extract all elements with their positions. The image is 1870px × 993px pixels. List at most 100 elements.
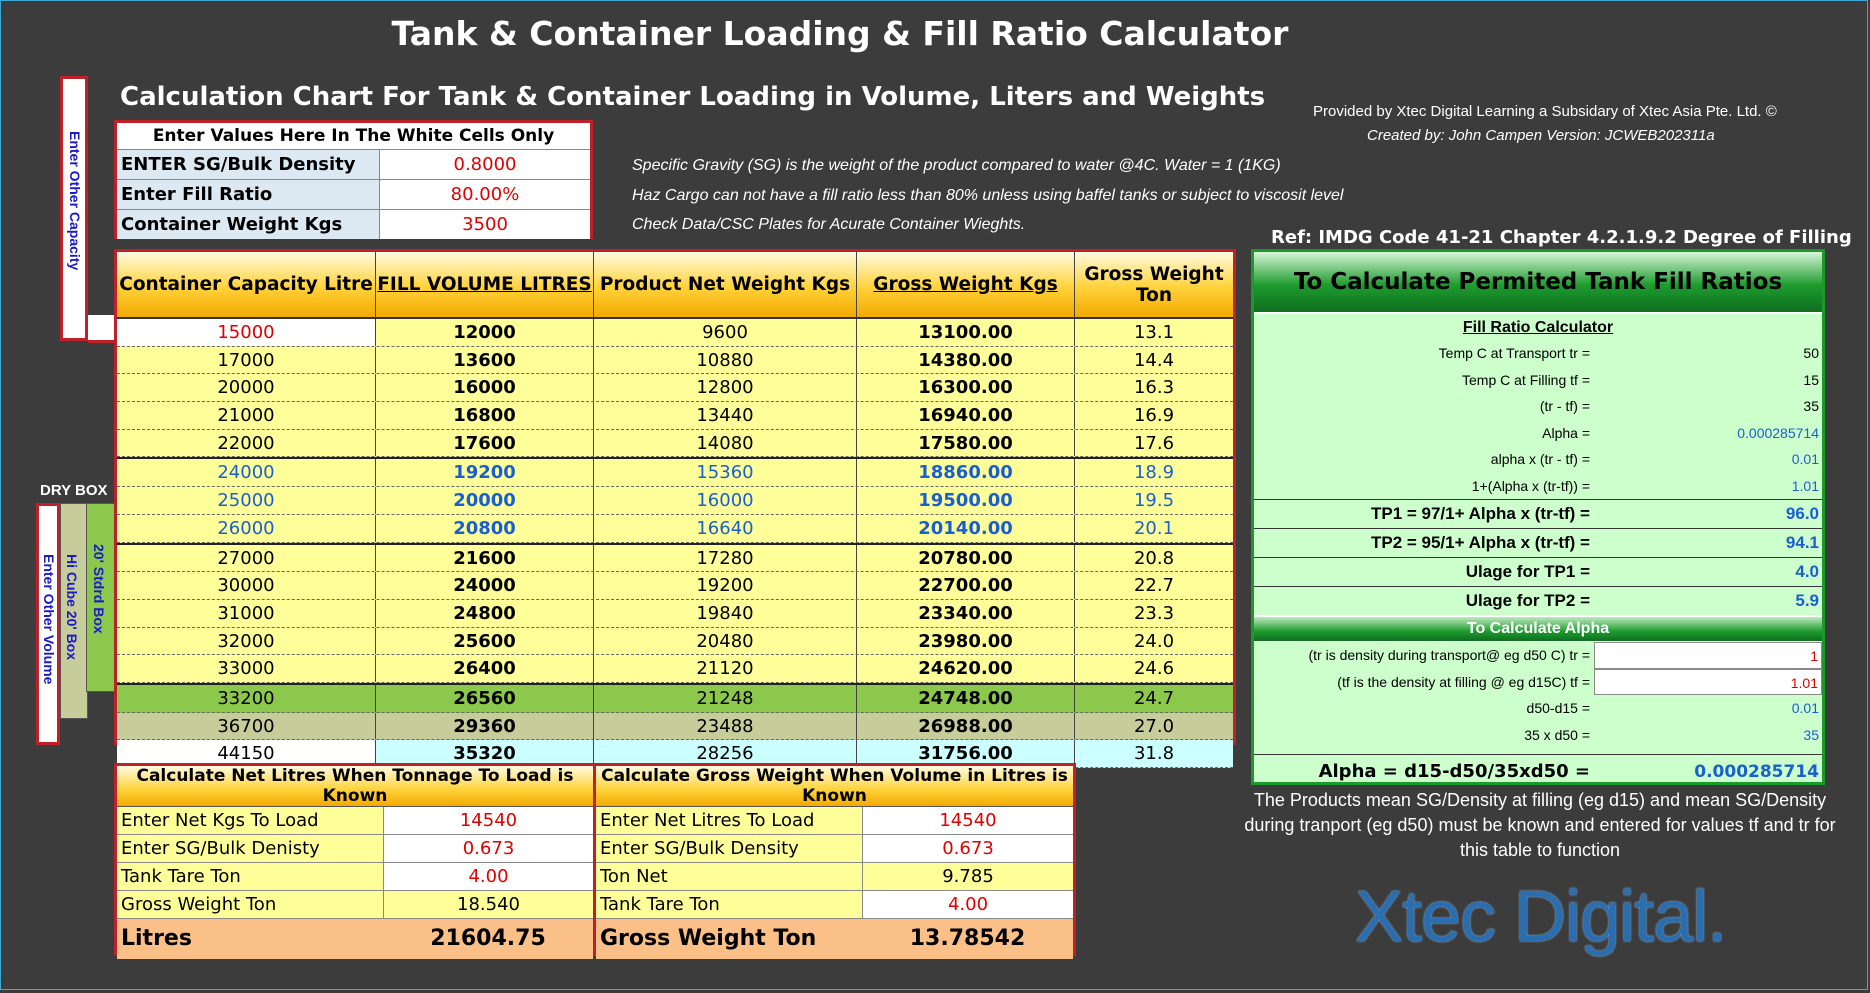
row-label: Ulage for TP2 =: [1465, 591, 1590, 610]
gross-ton-cell: 31.8: [1074, 740, 1233, 767]
input-panel: Enter Values Here In The White Cells Onl…: [114, 120, 593, 239]
stdrd-box-tab[interactable]: 20' Stdrd Box: [86, 503, 116, 692]
gross-kgs-cell: 23980.00: [856, 627, 1074, 655]
note-sg: Specific Gravity (SG) is the weight of t…: [632, 157, 1281, 174]
fill-volume-cell: 17600: [375, 429, 593, 457]
hi-cube-tab[interactable]: Hi Cube 20' Box: [60, 503, 88, 719]
gross-ton-cell: 18.9: [1074, 459, 1233, 487]
capacity-cell[interactable]: 44150: [117, 740, 375, 767]
fill-ratio-panel: To Calculate Permited Tank Fill Ratios F…: [1251, 249, 1825, 785]
net-weight-cell: 21248: [593, 684, 856, 712]
gw-sg-input[interactable]: 0.673: [862, 835, 1073, 862]
fill-ratio-label: Enter Fill Ratio: [117, 180, 379, 209]
row-label: Temp C at Filling tf =: [1462, 371, 1590, 388]
alpha-result-label: Alpha = d15-d50/35xd50 =: [1318, 761, 1590, 782]
gross-kgs-cell: 31756.00: [856, 740, 1074, 767]
alpha_rows-row: (tf is the density at filling @ eg d15C)…: [1254, 668, 1822, 695]
capacity-cell[interactable]: 15000: [117, 319, 375, 346]
net-litres-header: Calculate Net Litres When Tonnage To Loa…: [117, 766, 593, 807]
litres-total-label: Litres: [121, 926, 192, 951]
capacity-cell[interactable]: 36700: [217, 715, 275, 737]
table-row: 26000 20800 16640 20140.00 20.1: [117, 514, 1233, 543]
fill-ratio-input[interactable]: 80.00%: [379, 180, 590, 209]
gw-tare-input[interactable]: 4.00: [862, 891, 1073, 918]
gross-ton-cell: 17.6: [1074, 429, 1233, 457]
rows-row: Alpha = 0.000285714: [1254, 420, 1822, 447]
gw-tare-row: Tank Tare Ton 4.00: [596, 891, 1073, 919]
net-tare-label: Tank Tare Ton: [121, 866, 241, 887]
gross-kgs-cell: 18860.00: [856, 459, 1074, 487]
table-row: 32000 25600 20480 23980.00 24.0: [117, 627, 1233, 656]
table-row: 30000 24000 19200 22700.00 22.7: [117, 572, 1233, 600]
gross-ton-cell: 20.8: [1074, 544, 1233, 572]
gw-litres-input[interactable]: 14540: [862, 807, 1073, 834]
net-sg-row: Enter SG/Bulk Denisty 0.673: [117, 835, 593, 863]
gross-ton-cell: 27.0: [1074, 712, 1233, 740]
stdrd-box-label: 20' Stdrd Box: [91, 544, 107, 634]
litres-total-row: Litres 21604.75: [117, 919, 593, 959]
big_rows-row: Ulage for TP1 = 4.0: [1254, 557, 1822, 586]
alpha-result-value: 0.000285714: [1694, 762, 1819, 782]
net-kgs-input[interactable]: 14540: [383, 807, 593, 834]
row-value: 15: [1803, 371, 1819, 388]
gross-ton-cell: 24.7: [1074, 684, 1233, 712]
row-label: 1+(Alpha x (tr-tf)) =: [1471, 477, 1590, 494]
row-value: 35: [1803, 398, 1819, 414]
net-gross-value: 18.540: [383, 891, 593, 918]
container-weight-row: Container Weight Kgs 3500: [117, 210, 590, 239]
gross-kgs-cell: 24748.00: [856, 684, 1074, 712]
container-weight-input[interactable]: 3500: [379, 210, 590, 239]
imdg-reference: Ref: IMDG Code 41-21 Chapter 4.2.1.9.2 D…: [1271, 227, 1852, 248]
capacity-cell[interactable]: 33200: [217, 687, 275, 709]
net-weight-cell: 19840: [593, 599, 856, 627]
net-weight-cell: 21120: [593, 655, 856, 682]
alpha_rows-row: 35 x d50 = 35: [1254, 722, 1822, 749]
other-volume-tab[interactable]: Enter Other Volume: [36, 503, 60, 745]
fill-volume-cell: 13600: [375, 346, 593, 374]
net-tare-row: Tank Tare Ton 4.00: [117, 863, 593, 891]
sg-input[interactable]: 0.8000: [379, 150, 590, 179]
gw-tare-label: Tank Tare Ton: [600, 894, 720, 915]
table-row: 15000 12000 9600 13100.00 13.1: [117, 319, 1233, 347]
other-capacity-tab[interactable]: Enter Other Capacity: [60, 76, 88, 341]
gross-kgs-cell: 19500.00: [856, 487, 1074, 514]
big_rows-row: TP1 = 97/1+ Alpha x (tr-tf) = 96.0: [1254, 499, 1822, 528]
gross-ton-cell: 20.1: [1074, 514, 1233, 542]
gw-sg-label: Enter SG/Bulk Density: [600, 838, 799, 859]
net-tare-input[interactable]: 4.00: [383, 863, 593, 890]
capacity-cell: 27000: [217, 547, 275, 569]
table-row: 33000 26400 21120 24620.00 24.6: [117, 655, 1233, 683]
row-value: 50: [1803, 345, 1819, 361]
row-value[interactable]: 1.01: [1594, 668, 1822, 695]
fill-volume-cell: 20000: [375, 487, 593, 514]
table-row: 36700 29360 23488 26988.00 27.0: [117, 712, 1233, 741]
net-weight-cell: 28256: [593, 740, 856, 767]
header-net-weight: Product Net Weight Kgs: [593, 252, 856, 317]
gross-kgs-cell: 20140.00: [856, 514, 1074, 542]
big_rows-row: TP2 = 95/1+ Alpha x (tr-tf) = 94.1: [1254, 528, 1822, 557]
gross-ton-cell: 13.1: [1074, 319, 1233, 346]
fill-volume-cell: 24000: [375, 572, 593, 599]
fill-volume-cell: 25600: [375, 627, 593, 655]
row-value[interactable]: 1: [1594, 642, 1822, 669]
table-row: 25000 20000 16000 19500.00 19.5: [117, 487, 1233, 515]
other-volume-label: Enter Other Volume: [41, 554, 57, 685]
alpha_rows-row: (tr is density during transport@ eg d50 …: [1254, 642, 1822, 669]
rows-row: Temp C at Transport tr = 50: [1254, 340, 1822, 367]
net-sg-label: Enter SG/Bulk Denisty: [121, 838, 320, 859]
capacity-cell: 17000: [217, 349, 275, 371]
row-value: 5.9: [1795, 591, 1819, 610]
row-value: 0.000285714: [1737, 424, 1819, 441]
container-weight-label: Container Weight Kgs: [117, 210, 379, 239]
gross-ton-cell: 19.5: [1074, 487, 1233, 514]
net-weight-cell: 16640: [593, 514, 856, 542]
capacity-cell: 31000: [217, 602, 275, 624]
gross-kgs-cell: 13100.00: [856, 319, 1074, 346]
gross-kgs-cell: 23340.00: [856, 599, 1074, 627]
gross-weight-header: Calculate Gross Weight When Volume in Li…: [596, 766, 1073, 807]
table-row: 24000 19200 15360 18860.00 18.9: [117, 457, 1233, 488]
capacity-cell: 21000: [217, 405, 275, 427]
table-row: 20000 16000 12800 16300.00 16.3: [117, 374, 1233, 403]
gw-ton-net-value: 9.785: [862, 863, 1073, 890]
net-sg-input[interactable]: 0.673: [383, 835, 593, 862]
